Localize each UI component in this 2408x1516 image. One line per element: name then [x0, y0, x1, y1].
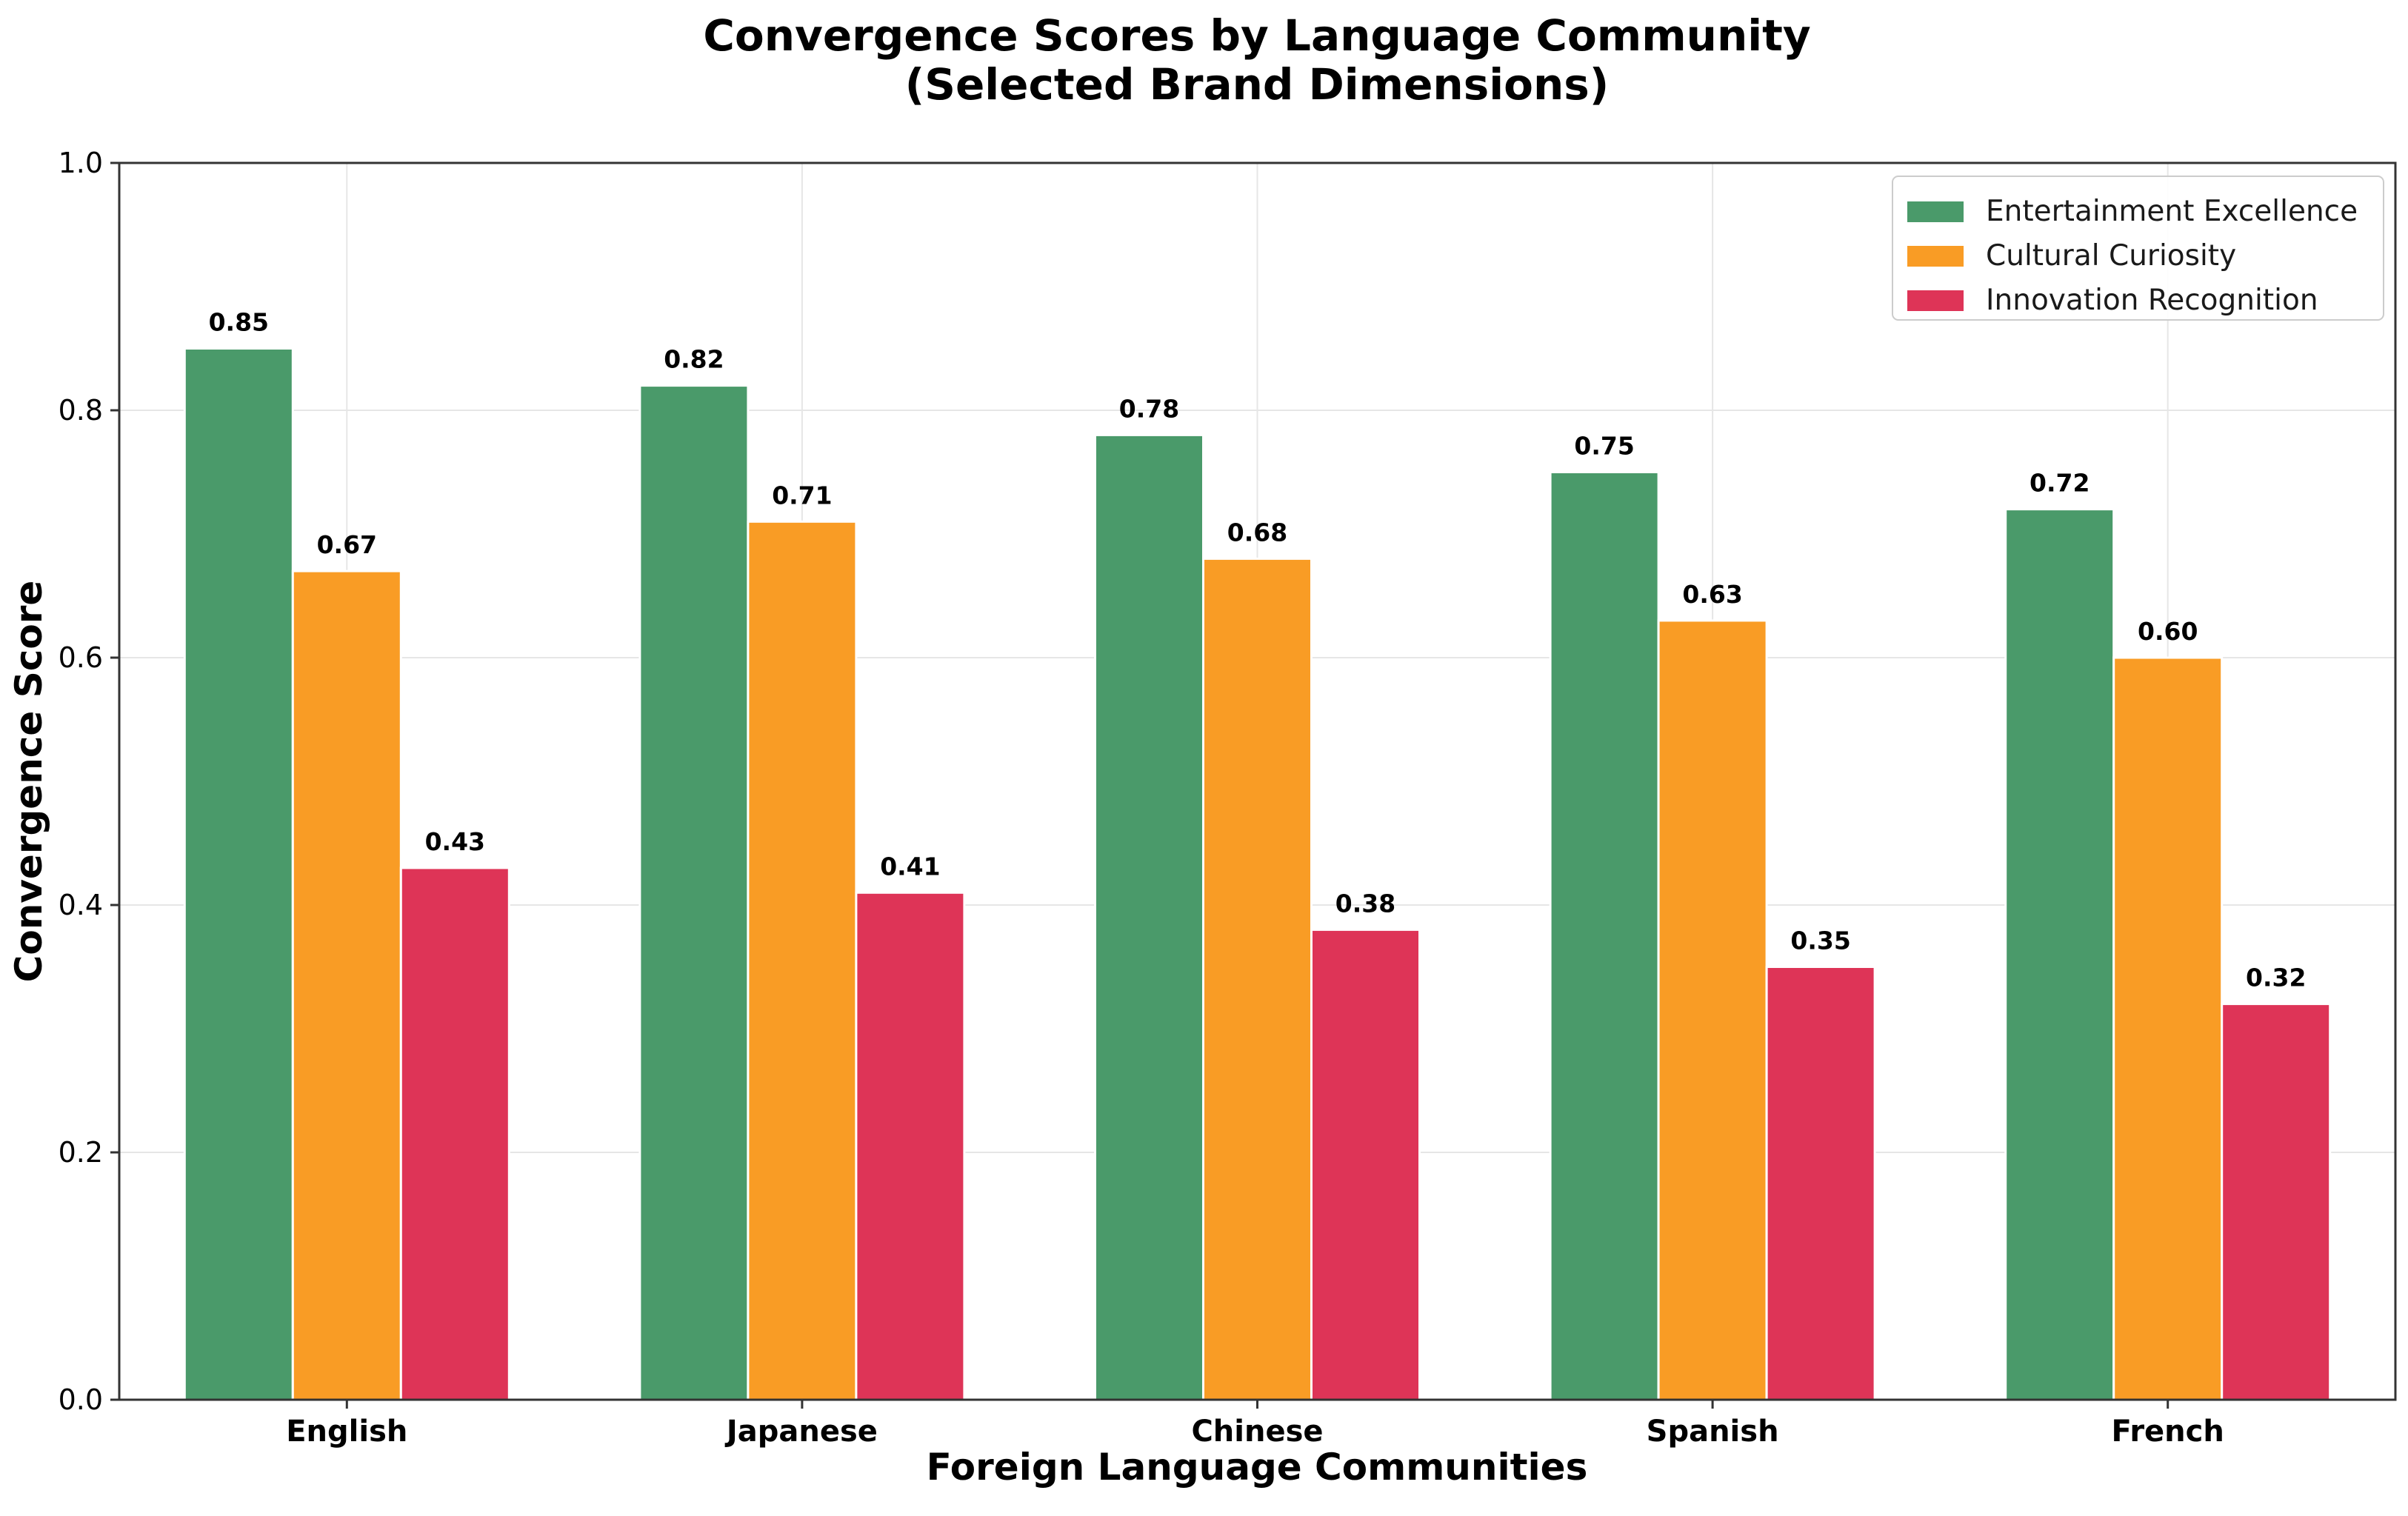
- x-tick-label: Chinese: [1191, 1415, 1323, 1449]
- bar: [1094, 433, 1204, 1401]
- y-axis-label: Convergence Score: [7, 581, 50, 983]
- y-tick-label: 1.0: [59, 147, 103, 179]
- bar-value-label: 0.32: [2246, 964, 2306, 992]
- y-tick-label: 0.8: [59, 394, 103, 427]
- bar: [2004, 508, 2115, 1401]
- bar: [1657, 619, 1768, 1401]
- bar-value-label: 0.71: [772, 481, 832, 510]
- bar-value-label: 0.41: [880, 852, 940, 881]
- bar: [183, 347, 294, 1401]
- x-tick-label: French: [2112, 1415, 2224, 1449]
- bar: [1765, 966, 1876, 1401]
- bar: [2112, 656, 2224, 1401]
- bar-value-label: 0.38: [1335, 889, 1395, 918]
- y-tick-label: 0.6: [59, 641, 103, 674]
- y-tick-label: 0.0: [59, 1383, 103, 1416]
- legend-swatch: [1907, 246, 1964, 267]
- x-tick-label: English: [286, 1415, 407, 1449]
- y-tick-label: 0.4: [59, 889, 103, 921]
- bar: [1310, 928, 1421, 1401]
- legend-label: Innovation Recognition: [1986, 284, 2318, 317]
- bar-value-label: 0.60: [2138, 617, 2198, 646]
- bar: [399, 866, 510, 1401]
- bar-value-label: 0.75: [1574, 432, 1634, 461]
- legend-swatch: [1907, 290, 1964, 311]
- bars: [183, 347, 2332, 1401]
- y-axis-ticks: 0.0 0.2 0.4 0.6 0.8 1.0: [59, 147, 119, 1416]
- x-axis-ticks: English Japanese Chinese Spanish French: [286, 1400, 2224, 1449]
- bar-value-label: 0.82: [664, 345, 724, 374]
- bar: [855, 891, 966, 1401]
- bar: [291, 570, 402, 1401]
- bar-value-label: 0.35: [1790, 926, 1850, 955]
- bar: [2221, 1003, 2332, 1401]
- bar-value-label: 0.68: [1227, 518, 1287, 547]
- bar-value-label: 0.85: [209, 308, 269, 337]
- bar: [747, 520, 858, 1401]
- legend-label: Cultural Curiosity: [1986, 239, 2236, 273]
- chart-title: Convergence Scores by Language Community…: [703, 10, 1810, 110]
- bar-value-label: 0.43: [425, 827, 485, 856]
- bar-value-label: 0.63: [1682, 580, 1742, 609]
- value-labels: 0.85 0.82 0.78 0.75 0.72 0.67 0.71 0.68 0.63 0.60…: [209, 308, 2307, 992]
- x-axis-label: Foreign Language Communities: [927, 1446, 1588, 1489]
- legend-label: Entertainment Excellence: [1986, 195, 2358, 228]
- bar: [1549, 471, 1660, 1401]
- bar-value-label: 0.72: [2030, 469, 2090, 498]
- legend: Entertainment Excellence Cultural Curiosi…: [1892, 176, 2384, 321]
- y-tick-label: 0.2: [59, 1136, 103, 1169]
- x-tick-label: Spanish: [1647, 1415, 1779, 1449]
- bar: [638, 384, 750, 1401]
- bar-value-label: 0.67: [317, 530, 377, 559]
- bar: [1202, 557, 1313, 1401]
- chart-title-line-1: Convergence Scores by Language Community: [703, 10, 1810, 61]
- x-tick-label: Japanese: [724, 1415, 878, 1449]
- chart-title-line-2: (Selected Brand Dimensions): [905, 59, 1610, 110]
- legend-box: [1892, 176, 2384, 321]
- legend-swatch: [1907, 201, 1964, 222]
- bar-value-label: 0.78: [1119, 394, 1179, 423]
